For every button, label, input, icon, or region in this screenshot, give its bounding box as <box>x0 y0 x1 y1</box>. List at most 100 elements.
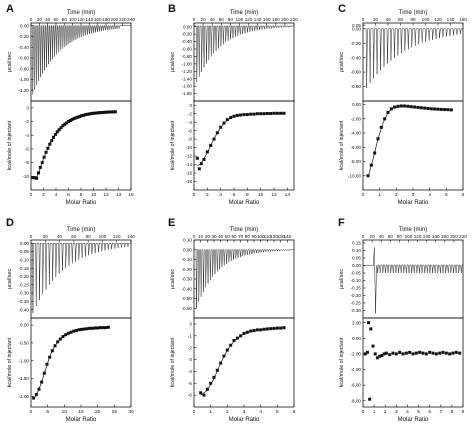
bottom-x-axis-label: Molar Ratio <box>398 417 429 423</box>
data-point <box>112 110 115 114</box>
data-point <box>367 321 371 325</box>
bottom-x-tick-label: 0 <box>193 409 196 415</box>
top-x-tick-label: 90 <box>251 234 257 239</box>
top-x-tick-label: 0 <box>362 234 365 239</box>
bottom-x-tick-label: 30 <box>128 409 134 415</box>
top-y-axis-label: μcal/sec <box>170 52 176 73</box>
bottom-x-tick-label: 2 <box>226 409 229 415</box>
data-point <box>272 326 276 330</box>
data-point <box>50 349 54 353</box>
data-point <box>393 105 397 109</box>
data-point <box>57 128 61 132</box>
top-x-tick-label: 20 <box>37 17 43 22</box>
top-y-tick-label: -0.30 <box>19 291 30 296</box>
data-point <box>72 116 76 120</box>
bottom-x-tick-label: 10 <box>258 192 264 198</box>
top-x-tick-label: 60 <box>71 234 77 239</box>
data-point <box>104 110 108 114</box>
data-point <box>282 111 286 115</box>
top-y-tick-label: -0.15 <box>19 266 30 271</box>
data-point <box>69 330 73 334</box>
data-point <box>195 156 199 160</box>
data-point <box>93 111 97 115</box>
top-x-tick-label: 60 <box>398 17 404 22</box>
top-y-tick-label: -0.25 <box>351 301 362 306</box>
top-x-tick-label: 120 <box>113 234 121 239</box>
data-point <box>229 116 233 120</box>
top-y-tick-label: -0.10 <box>351 278 362 283</box>
data-point <box>373 352 377 356</box>
data-point <box>82 327 86 331</box>
data-point <box>279 326 283 330</box>
bottom-x-tick-label: 1 <box>209 409 212 415</box>
data-point <box>77 328 81 332</box>
bottom-x-tick-label: 2 <box>206 192 209 198</box>
data-point <box>441 350 445 354</box>
bottom-x-tick-label: 3 <box>412 192 415 198</box>
top-x-axis-label: Time (min) <box>230 227 258 233</box>
bottom-y-tick-label: -10 <box>185 145 192 150</box>
top-y-tick-label: -0.20 <box>351 293 362 298</box>
data-point <box>38 165 42 169</box>
top-y-tick-label: -0.15 <box>351 286 362 291</box>
data-point <box>205 387 209 391</box>
top-x-tick-label: 200 <box>281 17 289 22</box>
bottom-y-tick-label: -16 <box>185 171 192 176</box>
top-x-tick-label: 50 <box>225 234 231 239</box>
bottom-y-tick-label: -4.00 <box>351 131 362 136</box>
data-point <box>371 344 375 348</box>
data-point <box>413 105 417 109</box>
bottom-x-tick-label: 16 <box>128 192 134 198</box>
data-point <box>396 104 400 108</box>
data-point <box>439 107 443 111</box>
bottom-y-tick-label: -6 <box>188 393 193 398</box>
data-point <box>40 161 44 165</box>
data-point <box>108 110 112 114</box>
top-x-tick-label: 80 <box>410 17 416 22</box>
data-point <box>56 340 60 344</box>
top-x-tick-label: 20 <box>201 17 207 22</box>
top-x-tick-label: 80 <box>245 234 251 239</box>
data-point <box>436 107 440 111</box>
bottom-y-tick-label: -2.00 <box>351 116 362 121</box>
top-x-tick-label: 10 <box>198 234 204 239</box>
bottom-x-tick-label: 0 <box>362 409 365 415</box>
data-point <box>403 104 407 108</box>
data-point <box>59 126 63 130</box>
top-x-tick-label: 20 <box>373 17 379 22</box>
top-y-tick-label: -1.40 <box>182 76 193 81</box>
data-point <box>269 327 273 331</box>
data-point <box>63 122 67 126</box>
top-x-tick-label: 200 <box>110 17 118 22</box>
data-point <box>388 353 392 357</box>
data-point <box>408 350 412 354</box>
bottom-y-tick-label: -6.00 <box>351 145 362 150</box>
top-x-tick-label: 160 <box>459 17 467 22</box>
top-x-tick-label: 180 <box>272 17 280 22</box>
data-point <box>35 176 39 180</box>
bottom-y-tick-label: -8.00 <box>351 159 362 164</box>
top-y-tick-label: 0.00 <box>352 263 361 268</box>
top-x-tick-label: 160 <box>432 234 440 239</box>
bottom-y-tick-label: -12 <box>185 154 192 159</box>
data-point <box>44 150 48 154</box>
bottom-y-tick-label: -8.00 <box>351 398 362 403</box>
bottom-x-tick-label: 0 <box>193 192 196 198</box>
data-point <box>55 130 59 134</box>
top-y-tick-label: -1.00 <box>182 61 193 66</box>
data-point <box>46 146 50 150</box>
top-x-tick-label: 20 <box>43 234 49 239</box>
data-point <box>85 112 89 116</box>
top-x-tick-label: 160 <box>263 17 271 22</box>
bottom-x-tick-label: 6 <box>293 409 296 415</box>
data-point <box>98 326 102 330</box>
bottom-x-tick-label: 10 <box>91 192 97 198</box>
data-point <box>205 150 209 154</box>
data-point <box>275 111 279 115</box>
data-point <box>378 354 382 358</box>
data-point <box>42 155 46 159</box>
top-x-tick-label: 160 <box>94 17 102 22</box>
